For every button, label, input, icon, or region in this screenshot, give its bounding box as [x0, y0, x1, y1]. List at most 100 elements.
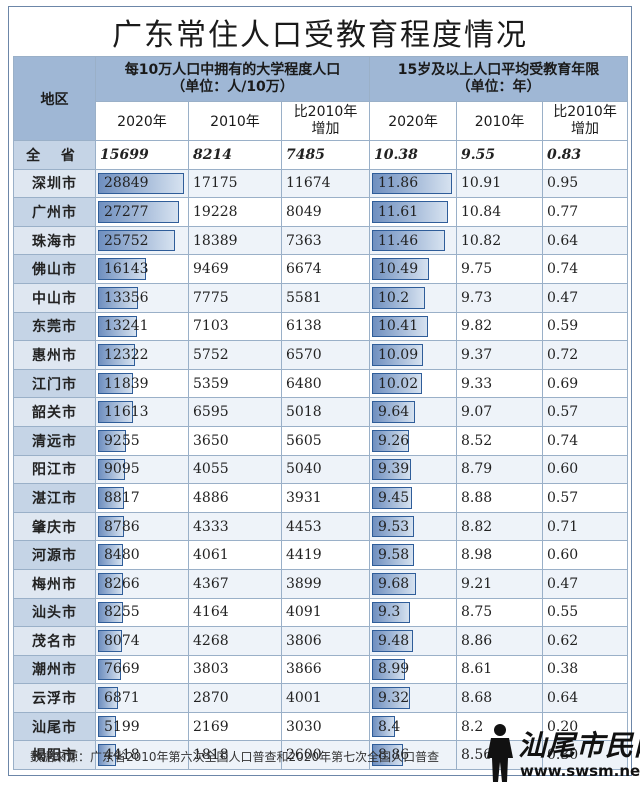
years-bar	[372, 458, 412, 481]
univ-diff-cell: 4419	[280, 540, 371, 570]
region-cell: 云浮市	[13, 683, 96, 713]
univ-2010-cell: 19228	[188, 197, 282, 227]
years-2010-cell: 9.07	[456, 397, 544, 427]
years-bar	[372, 229, 446, 252]
header-u-diff: 比2010年 增加	[280, 101, 371, 141]
years-2010-cell: 9.55	[456, 140, 544, 170]
univ-2010-cell: 1818	[188, 740, 282, 771]
univ-2010-cell: 17175	[188, 168, 282, 199]
table-row: 河源市 8480 4061 4419 9.58 8.98 0.60	[13, 540, 629, 570]
table-row: 深圳市 28849 17175 11674 11.86 10.91 0.95	[13, 168, 629, 199]
bar-value-label: 13356	[104, 289, 149, 306]
header-university-line1: 每10万人口中拥有的大学程度人口	[124, 62, 341, 78]
years-bar	[372, 601, 410, 624]
univ-diff-cell: 6138	[280, 311, 371, 342]
univ-2020-cell: 8786	[95, 511, 189, 542]
region-cell: 揭阳市	[13, 740, 96, 771]
univ-bar	[98, 515, 125, 538]
univ-2010-cell: 8214	[188, 140, 282, 170]
univ-diff-cell: 7485	[280, 140, 371, 170]
univ-2010-cell: 2169	[188, 711, 282, 742]
years-2010-cell: 8.86	[456, 626, 544, 656]
table-row: 潮州市 7669 3803 3866 8.99 8.61 0.38	[13, 654, 629, 685]
years-2020-cell: 9.53	[369, 511, 458, 542]
bar-value-label: 8266	[104, 575, 140, 592]
bar-value-label: 11.46	[378, 232, 419, 249]
years-bar	[372, 687, 411, 709]
source-note: 数据来源：广东省2010年第六次全国人口普查和2020年第七次全国人口普查	[30, 750, 440, 764]
years-diff-cell: 0.83	[542, 140, 629, 170]
header-u-2020: 2020年	[95, 101, 189, 141]
univ-bar	[98, 286, 138, 309]
years-2020-cell: 9.39	[369, 454, 458, 485]
univ-bar	[98, 172, 184, 195]
years-diff-cell: 0.59	[542, 311, 629, 342]
years-2010-cell: 9.37	[456, 340, 544, 370]
years-diff-cell: 0.30	[542, 740, 629, 771]
univ-2020-cell: 9255	[95, 425, 189, 456]
years-2010-cell: 8.61	[456, 654, 544, 685]
univ-bar	[98, 630, 123, 652]
region-cell: 惠州市	[13, 340, 96, 370]
univ-2010-cell: 4268	[188, 626, 282, 656]
bar-value-label: 11613	[104, 404, 149, 421]
region-cell: 茂名市	[13, 626, 96, 656]
univ-bar	[98, 372, 134, 395]
bar-value-label: 10.09	[378, 346, 419, 363]
univ-diff-cell: 6674	[280, 254, 371, 284]
header-university-group: 每10万人口中拥有的大学程度人口 （单位：人/10万）	[94, 56, 371, 102]
bar-value-label: 8.4	[378, 718, 401, 735]
region-cell: 汕尾市	[13, 711, 96, 742]
years-2020-cell: 9.26	[369, 425, 458, 456]
table-row: 中山市 13356 7775 5581 10.2 9.73 0.47	[13, 282, 629, 313]
univ-bar	[98, 229, 175, 252]
univ-2020-cell: 16143	[95, 254, 189, 284]
years-diff-cell: 0.60	[542, 454, 629, 485]
years-diff-cell: 0.95	[542, 168, 629, 199]
univ-2020-cell: 25752	[95, 225, 189, 256]
years-bar	[372, 344, 423, 366]
univ-bar	[98, 258, 147, 280]
univ-bar	[98, 315, 138, 338]
years-2020-cell: 9.58	[369, 540, 458, 570]
bar-value-label: 11.86	[378, 175, 419, 192]
years-bar	[372, 429, 410, 452]
years-bar	[372, 572, 417, 595]
univ-bar	[98, 401, 133, 423]
univ-2020-cell: 5199	[95, 711, 189, 742]
univ-diff-cell: 3866	[280, 654, 371, 685]
years-2020-cell: 11.86	[369, 168, 458, 199]
years-2010-cell: 8.79	[456, 454, 544, 485]
header-u-diff-line1: 比2010年	[293, 104, 358, 120]
years-2020-cell: 8.4	[369, 711, 458, 742]
bar-value-label: 9.64	[378, 404, 410, 421]
years-2010-cell: 8.98	[456, 540, 544, 570]
univ-2010-cell: 5752	[188, 340, 282, 370]
univ-2020-cell: 8266	[95, 568, 189, 599]
bar-value-label: 10.41	[378, 318, 419, 335]
univ-diff-cell: 4001	[280, 683, 371, 713]
years-2010-cell: 9.21	[456, 568, 544, 599]
years-bar	[372, 658, 405, 681]
bar-value-label: 13241	[104, 318, 149, 335]
years-2020-cell: 9.3	[369, 597, 458, 628]
univ-2020-cell: 4418	[95, 740, 189, 771]
bar-value-label: 9.53	[378, 518, 410, 535]
table-row: 汕头市 8255 4164 4091 9.3 8.75 0.55	[13, 597, 629, 628]
region-cell: 佛山市	[13, 254, 96, 284]
table-row: 湛江市 8817 4886 3931 9.45 8.88 0.57	[13, 483, 629, 513]
years-2010-cell: 8.52	[456, 425, 544, 456]
table-row: 江门市 11839 5359 6480 10.02 9.33 0.69	[13, 368, 629, 399]
region-cell: 肇庆市	[13, 511, 96, 542]
bar-value-label: 11.61	[378, 203, 419, 220]
region-cell: 梅州市	[13, 568, 96, 599]
header-u-2010: 2010年	[188, 101, 282, 141]
bar-value-label: 10.02	[378, 375, 419, 392]
region-cell: 珠海市	[13, 225, 96, 256]
years-2020-cell: 10.41	[369, 311, 458, 342]
header-years-line2: （单位：年）	[456, 79, 541, 95]
univ-bar	[98, 544, 124, 566]
univ-diff-cell: 11674	[280, 168, 371, 199]
years-2020-cell: 8.86	[369, 740, 458, 771]
univ-diff-cell: 5018	[280, 397, 371, 427]
